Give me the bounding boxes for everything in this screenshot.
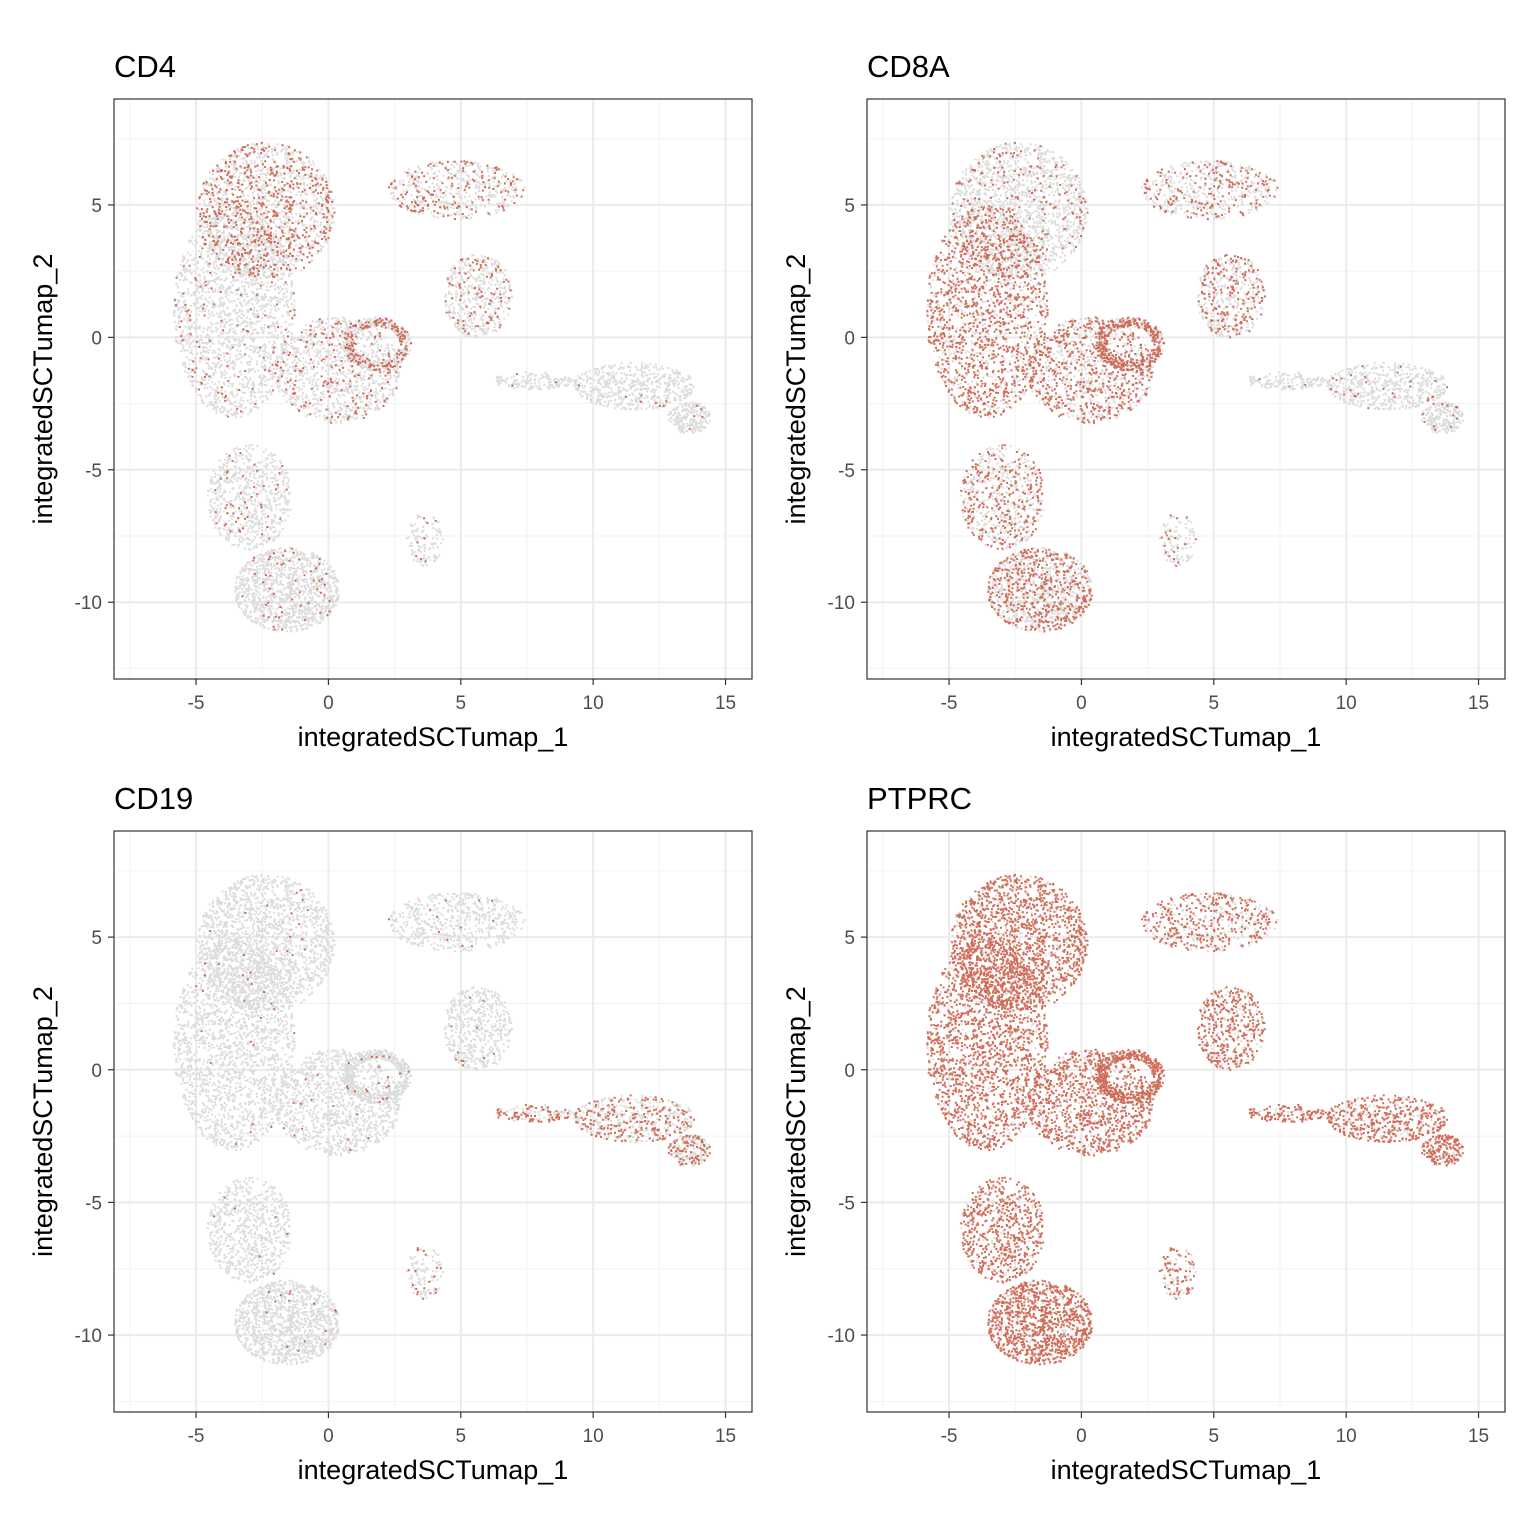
- panel-border: [113, 98, 753, 680]
- y-tick-label: -10: [828, 1326, 855, 1347]
- x-tick-label: 10: [1336, 1426, 1357, 1447]
- y-tick-label: -10: [828, 593, 855, 614]
- x-tick-label: -5: [188, 1426, 205, 1447]
- panel-cd19: -5 0 5 10 15 5 0 -5 -10 CD19 integratedSCTumap_1 in…: [28, 781, 753, 1485]
- y-tick-label: -10: [75, 1326, 102, 1347]
- points-low-expression: [172, 873, 711, 1366]
- y-axis-title: integratedSCTumap_2: [28, 986, 58, 1257]
- points: [925, 141, 1464, 633]
- x-tick-label: -5: [941, 1426, 958, 1447]
- y-axis-title: integratedSCTumap_2: [781, 254, 811, 525]
- x-tick-label: -5: [188, 693, 205, 714]
- points: [172, 141, 711, 633]
- x-tick-label: 15: [715, 1426, 736, 1447]
- panel-border: [866, 830, 1506, 1413]
- y-tick-label: 0: [91, 328, 102, 349]
- panel-ptprc: -5 0 5 10 15 5 0 -5 -10 PTPRC integratedSCTumap_1 i…: [781, 781, 1506, 1485]
- points-low-expression: [925, 875, 1463, 1366]
- x-tick-label: 0: [1076, 693, 1087, 714]
- y-tick-label: 5: [91, 928, 102, 949]
- y-tick-label: -5: [85, 461, 102, 482]
- x-tick-label: 5: [456, 1426, 467, 1447]
- x-tick-label: 5: [1209, 693, 1220, 714]
- y-tick-label: 0: [844, 1061, 855, 1082]
- x-tick-label: 15: [1468, 693, 1489, 714]
- panel-title: CD8A: [867, 49, 950, 84]
- x-axis-title: integratedSCTumap_1: [298, 1455, 569, 1485]
- points-high-expression: [926, 873, 1464, 1366]
- x-tick-label: 0: [1076, 1426, 1087, 1447]
- x-tick-label: 15: [1468, 1426, 1489, 1447]
- x-axis-title: integratedSCTumap_1: [1051, 1455, 1322, 1485]
- x-axis-title: integratedSCTumap_1: [1051, 722, 1322, 752]
- x-tick-label: 5: [456, 693, 467, 714]
- x-tick-label: 0: [323, 1426, 334, 1447]
- points-low-expression: [925, 142, 1464, 633]
- x-tick-label: 10: [583, 693, 604, 714]
- points: [172, 873, 711, 1366]
- y-tick-label: 0: [91, 1061, 102, 1082]
- x-tick-label: 0: [323, 693, 334, 714]
- y-axis-title: integratedSCTumap_2: [28, 254, 58, 525]
- y-tick-label: -5: [838, 1193, 855, 1214]
- panel-title: CD19: [114, 781, 193, 816]
- panel-border: [113, 830, 753, 1413]
- y-axis-title: integratedSCTumap_2: [781, 986, 811, 1257]
- points: [925, 873, 1464, 1366]
- x-axis-title: integratedSCTumap_1: [298, 722, 569, 752]
- x-tick-label: 5: [1209, 1426, 1220, 1447]
- y-tick-label: -5: [85, 1193, 102, 1214]
- panel-cd8a: -5 0 5 10 15 5 0 -5 -10 CD8A integratedSCTumap_1 in…: [781, 49, 1506, 752]
- y-tick-label: 0: [844, 328, 855, 349]
- points-high-expression: [173, 141, 704, 631]
- x-tick-label: -5: [941, 693, 958, 714]
- points-low-expression: [172, 142, 711, 633]
- x-tick-label: 15: [715, 693, 736, 714]
- x-tick-label: 10: [1336, 693, 1357, 714]
- y-tick-label: 5: [844, 196, 855, 217]
- y-tick-label: -5: [838, 461, 855, 482]
- panel-title: PTPRC: [867, 781, 972, 816]
- panel-cd4: -5 0 5 10 15 5 0 -5 -10 CD4 integratedSCTumap_1 int…: [28, 49, 753, 752]
- panel-border: [866, 98, 1506, 680]
- y-tick-label: 5: [91, 196, 102, 217]
- panel-title: CD4: [114, 49, 176, 84]
- y-tick-label: -10: [75, 593, 102, 614]
- x-tick-label: 10: [583, 1426, 604, 1447]
- y-tick-label: 5: [844, 928, 855, 949]
